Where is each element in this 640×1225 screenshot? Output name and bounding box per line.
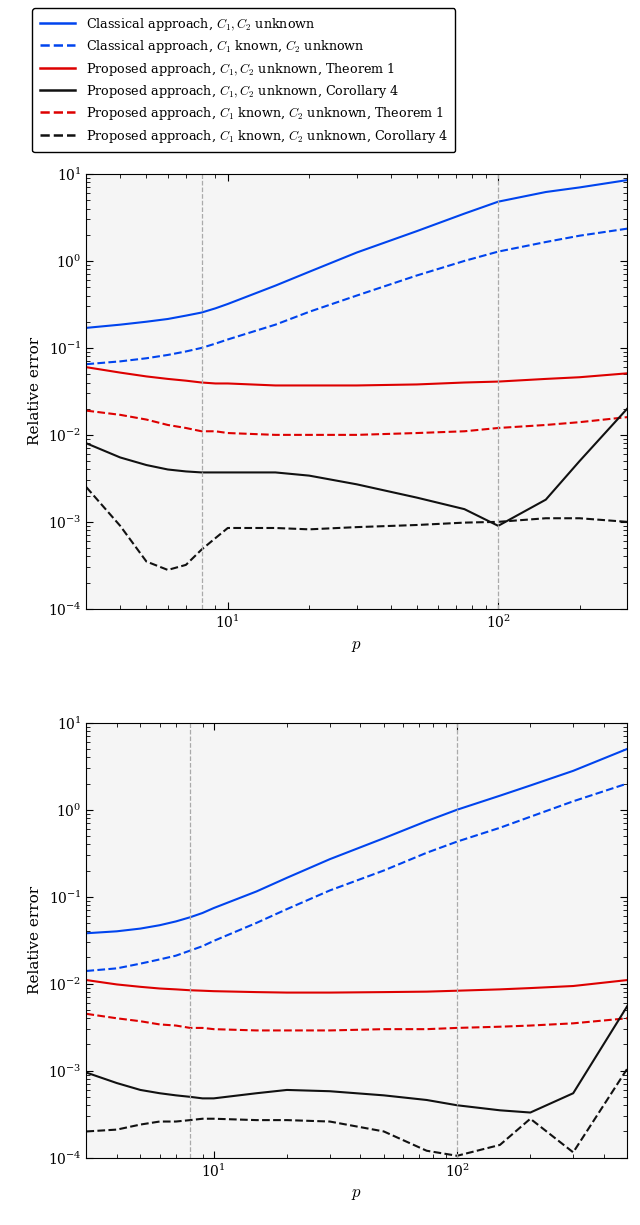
- X-axis label: $p$: $p$: [351, 637, 362, 654]
- Y-axis label: Relative error: Relative error: [28, 337, 42, 446]
- X-axis label: $p$: $p$: [351, 1186, 362, 1203]
- Legend: Classical approach, $C_1,C_2$ unknown, Classical approach, $C_1$ known, $C_2$ un: Classical approach, $C_1,C_2$ unknown, C…: [32, 9, 456, 152]
- Y-axis label: Relative error: Relative error: [28, 886, 42, 995]
